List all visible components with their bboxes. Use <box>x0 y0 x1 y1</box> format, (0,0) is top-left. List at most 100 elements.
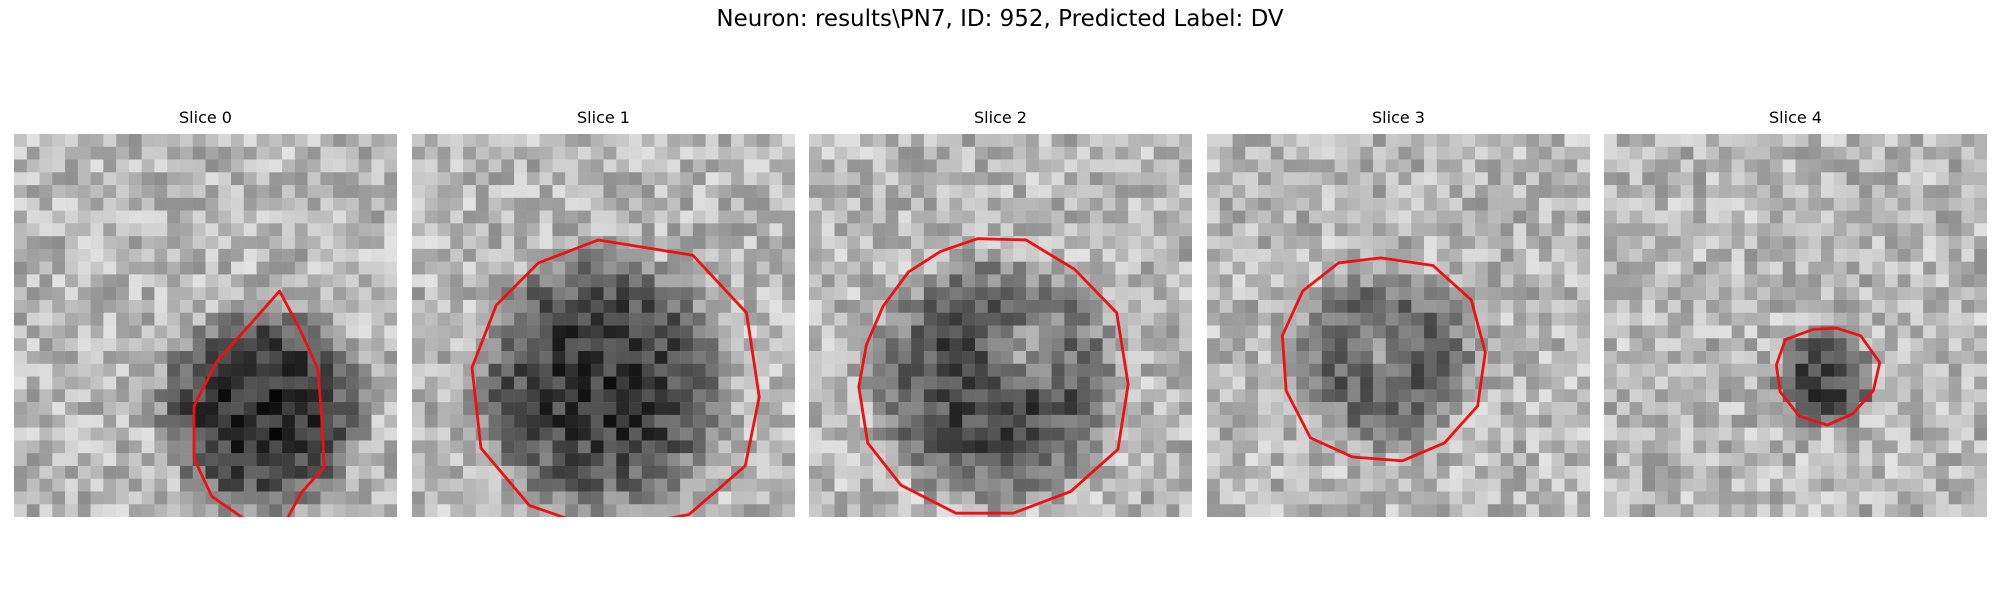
pixel <box>1629 325 1643 339</box>
pixel <box>179 351 193 365</box>
pixel <box>1153 363 1167 377</box>
pixel <box>128 376 142 390</box>
pixel <box>167 453 181 467</box>
pixel <box>1128 414 1142 428</box>
pixel <box>1616 274 1630 288</box>
pixel <box>77 312 91 326</box>
pixel <box>463 312 477 326</box>
pixel <box>834 376 848 390</box>
pixel <box>1128 248 1142 262</box>
pixel <box>1795 504 1809 517</box>
pixel <box>1283 427 1297 441</box>
pixel <box>809 248 823 262</box>
pixel <box>756 197 770 211</box>
pixel <box>987 338 1001 352</box>
pixel <box>936 427 950 441</box>
pixel <box>1038 389 1052 403</box>
pixel <box>167 172 181 186</box>
pixel <box>141 261 155 275</box>
pixel <box>1321 325 1335 339</box>
pixel <box>667 134 681 148</box>
pixel <box>603 146 617 160</box>
pixel <box>412 376 426 390</box>
pixel <box>809 465 823 479</box>
pixel <box>641 248 655 262</box>
pixel <box>1513 363 1527 377</box>
pixel <box>1309 312 1323 326</box>
pixel <box>1961 376 1975 390</box>
pixel <box>962 261 976 275</box>
pixel <box>821 146 835 160</box>
pixel <box>320 274 334 288</box>
pixel <box>1258 363 1272 377</box>
pixel <box>1616 312 1630 326</box>
pixel <box>1884 248 1898 262</box>
pixel <box>667 504 681 517</box>
pixel <box>1551 185 1565 199</box>
pixel <box>412 465 426 479</box>
pixel <box>141 287 155 301</box>
pixel <box>1372 414 1386 428</box>
pixel <box>1655 312 1669 326</box>
pixel <box>1667 299 1681 313</box>
pixel <box>1629 414 1643 428</box>
pixel <box>1718 287 1732 301</box>
pixel <box>872 261 886 275</box>
pixel <box>1706 491 1720 505</box>
pixel <box>14 248 28 262</box>
pixel <box>1706 274 1720 288</box>
pixel <box>77 185 91 199</box>
pixel <box>52 351 66 365</box>
pixel <box>128 223 142 237</box>
pixel <box>1500 491 1514 505</box>
pixel <box>1360 172 1374 186</box>
pixel <box>333 402 347 416</box>
pixel <box>65 465 79 479</box>
pixel <box>1974 274 1987 288</box>
pixel <box>294 210 308 224</box>
pixel <box>192 287 206 301</box>
pixel <box>1923 402 1937 416</box>
pixel <box>52 261 66 275</box>
pixel <box>192 414 206 428</box>
pixel <box>1038 172 1052 186</box>
pixel <box>1179 478 1192 492</box>
pixel <box>231 134 245 148</box>
pixel <box>526 376 540 390</box>
pixel <box>1153 351 1167 365</box>
pixel <box>654 287 668 301</box>
pixel <box>1642 402 1656 416</box>
pixel <box>450 223 464 237</box>
pixel <box>243 159 257 173</box>
pixel <box>782 299 795 313</box>
pixel <box>243 351 257 365</box>
pixel <box>1000 312 1014 326</box>
pixel <box>1128 274 1142 288</box>
pixel <box>488 389 502 403</box>
pixel <box>654 197 668 211</box>
pixel <box>1961 402 1975 416</box>
pixel <box>680 236 694 250</box>
pixel <box>424 287 438 301</box>
pixel <box>1795 236 1809 250</box>
pixel <box>1051 402 1065 416</box>
pixel <box>1526 274 1540 288</box>
pixel <box>243 172 257 186</box>
pixel <box>1718 389 1732 403</box>
pixel <box>923 427 937 441</box>
pixel <box>834 172 848 186</box>
pixel <box>974 351 988 365</box>
pixel <box>1219 274 1233 288</box>
pixel <box>962 440 976 454</box>
pixel <box>1538 146 1552 160</box>
pixel <box>1153 223 1167 237</box>
pixel <box>654 453 668 467</box>
pixel <box>307 223 321 237</box>
pixel <box>1604 223 1618 237</box>
pixel <box>1795 338 1809 352</box>
pixel <box>192 248 206 262</box>
pixel <box>809 172 823 186</box>
pixel <box>539 338 553 352</box>
pixel <box>1153 134 1167 148</box>
pixel <box>1424 236 1438 250</box>
